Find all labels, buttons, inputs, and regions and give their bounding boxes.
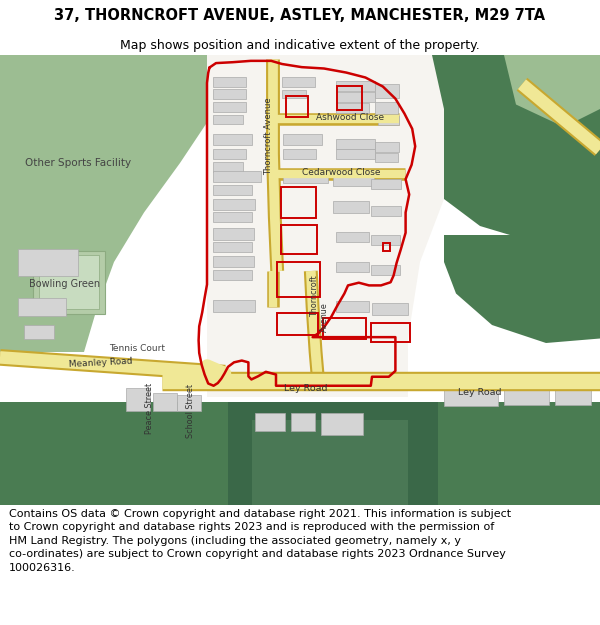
Bar	[213, 162, 243, 172]
Bar	[213, 171, 261, 182]
Text: Other Sports Facility: Other Sports Facility	[25, 158, 131, 168]
Bar	[213, 89, 246, 99]
Bar	[213, 270, 252, 280]
Bar	[336, 262, 369, 272]
Bar	[213, 102, 246, 112]
Text: Contains OS data © Crown copyright and database right 2021. This information is : Contains OS data © Crown copyright and d…	[9, 509, 511, 573]
Bar	[213, 228, 254, 239]
Bar	[336, 102, 369, 112]
Bar	[444, 388, 498, 406]
Bar	[336, 92, 375, 102]
Bar	[371, 322, 410, 342]
Bar	[213, 115, 243, 124]
Bar	[286, 96, 308, 117]
Bar	[383, 242, 390, 251]
Bar	[336, 301, 369, 312]
Bar	[213, 256, 254, 268]
Bar	[126, 388, 150, 411]
Bar	[283, 172, 328, 183]
Bar	[213, 199, 255, 210]
Text: Cedarwood Close: Cedarwood Close	[302, 168, 380, 177]
Bar	[18, 298, 66, 316]
Polygon shape	[504, 55, 600, 127]
Bar	[277, 262, 320, 297]
Bar	[336, 232, 369, 242]
Bar	[323, 318, 366, 339]
Polygon shape	[372, 55, 600, 244]
Bar	[333, 175, 374, 186]
Polygon shape	[228, 401, 438, 505]
Text: Meanley Road: Meanley Road	[68, 357, 132, 369]
Bar	[371, 265, 400, 274]
Bar	[213, 242, 252, 252]
Bar	[282, 77, 315, 86]
Bar	[375, 84, 399, 98]
Bar	[375, 142, 399, 152]
Polygon shape	[33, 251, 105, 314]
Bar	[378, 116, 399, 125]
Polygon shape	[0, 55, 207, 352]
Bar	[277, 313, 318, 335]
Bar	[213, 184, 252, 194]
Bar	[371, 235, 400, 245]
Text: School Street: School Street	[187, 384, 196, 438]
Bar	[336, 81, 375, 91]
Bar	[213, 213, 252, 222]
Bar	[371, 206, 401, 216]
Text: Tennis Court: Tennis Court	[109, 344, 165, 353]
Bar	[24, 325, 54, 339]
Bar	[504, 388, 549, 405]
Bar	[336, 139, 375, 149]
Text: Ley Road: Ley Road	[284, 384, 328, 393]
Bar	[213, 134, 252, 145]
Bar	[555, 389, 591, 405]
Bar	[321, 412, 363, 435]
Polygon shape	[207, 55, 444, 397]
Bar	[333, 201, 369, 212]
Bar	[283, 149, 316, 159]
Polygon shape	[39, 255, 99, 309]
Text: Thorncroft Avenue: Thorncroft Avenue	[265, 97, 274, 175]
Polygon shape	[252, 419, 408, 505]
Bar	[177, 395, 201, 411]
Bar	[213, 77, 246, 86]
Bar	[372, 303, 408, 314]
Bar	[255, 412, 285, 431]
Text: Thorncroft: Thorncroft	[310, 275, 319, 316]
Polygon shape	[0, 401, 228, 505]
Bar	[337, 86, 362, 110]
Text: Map shows position and indicative extent of the property.: Map shows position and indicative extent…	[120, 39, 480, 52]
Bar	[18, 249, 78, 276]
Bar	[336, 149, 375, 159]
Bar	[282, 89, 306, 98]
Polygon shape	[438, 401, 600, 505]
Bar	[281, 188, 316, 218]
Bar	[281, 224, 317, 254]
Bar	[153, 392, 177, 411]
Polygon shape	[444, 235, 600, 343]
Bar	[283, 134, 322, 145]
Text: Peace Street: Peace Street	[146, 382, 155, 434]
Text: Bowling Green: Bowling Green	[29, 279, 100, 289]
Text: Avenue: Avenue	[320, 302, 329, 332]
Bar	[375, 102, 398, 114]
Text: Ley Road: Ley Road	[458, 388, 502, 397]
Bar	[375, 153, 398, 162]
Bar	[291, 412, 315, 431]
Bar	[213, 149, 246, 159]
Bar	[371, 179, 401, 189]
Text: 37, THORNCROFT AVENUE, ASTLEY, MANCHESTER, M29 7TA: 37, THORNCROFT AVENUE, ASTLEY, MANCHESTE…	[55, 8, 545, 23]
Text: Ashwood Close: Ashwood Close	[316, 114, 384, 122]
Bar	[213, 300, 255, 311]
